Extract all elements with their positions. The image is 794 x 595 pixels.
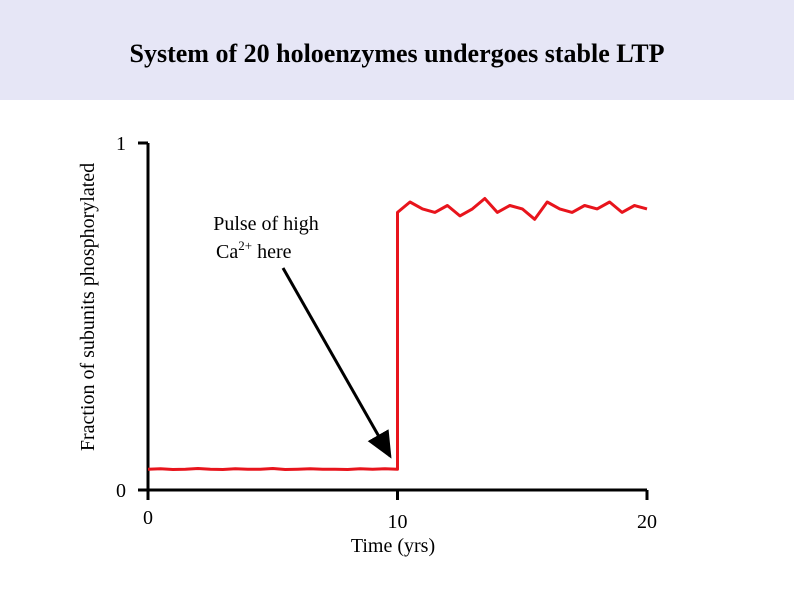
annotation-tail: here: [252, 241, 292, 263]
x-tick-label: 20: [637, 511, 657, 533]
annotation-arrow: [281, 267, 392, 459]
y-tick-label: 1: [116, 133, 126, 155]
x-tick-label: 10: [388, 511, 408, 533]
x-axis-label: Time (yrs): [351, 535, 435, 557]
y-axis-label: Fraction of subunits phosphorylated: [77, 163, 99, 451]
x-tick-label: 0: [143, 507, 153, 529]
y-tick-label: 0: [116, 480, 126, 502]
title-band: [0, 0, 794, 100]
annotation-base: Ca: [216, 241, 238, 263]
annotation-sup: 2+: [238, 238, 252, 253]
chart-title: System of 20 holoenzymes undergoes stabl…: [130, 39, 665, 68]
annotation: Ca2+ here: [216, 238, 292, 263]
data-line: [147, 197, 648, 471]
annotation: Pulse of high: [213, 213, 319, 235]
